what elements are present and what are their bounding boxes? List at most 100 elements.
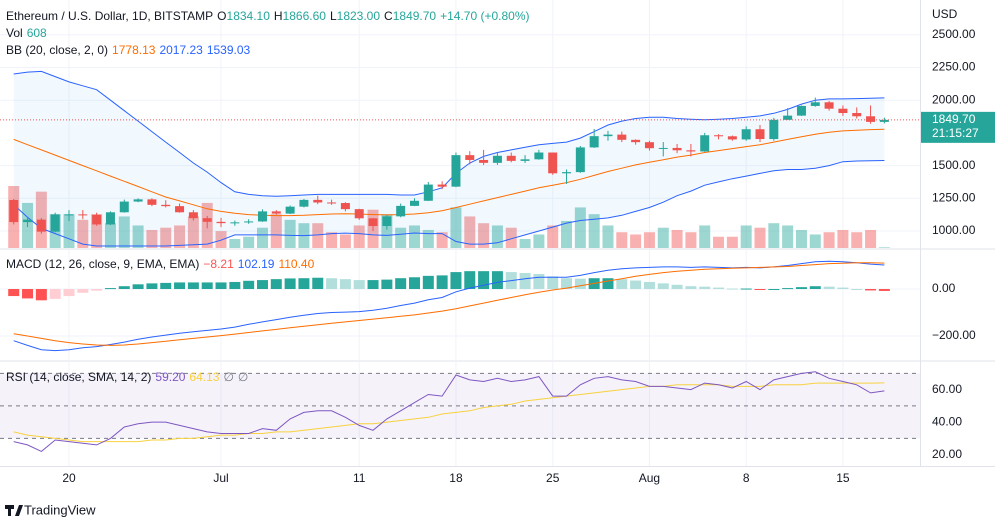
candle-body xyxy=(603,134,613,137)
volume-bar xyxy=(533,234,545,248)
candle-body xyxy=(147,199,157,205)
ohlc-key: C xyxy=(384,9,393,23)
volume-bar xyxy=(768,223,780,248)
macd-histogram-bar xyxy=(284,278,296,290)
volume-bar xyxy=(256,227,268,248)
candle-body xyxy=(396,205,406,217)
macd-histogram-bar xyxy=(104,288,116,290)
macd-histogram-bar xyxy=(809,286,821,290)
macd-histogram-bar xyxy=(91,289,103,291)
volume-bar xyxy=(312,223,324,248)
candle-body xyxy=(23,219,33,223)
volume-bar xyxy=(243,236,255,248)
volume-bar xyxy=(160,227,172,248)
volume-bar xyxy=(270,214,282,248)
volume-bar xyxy=(657,227,669,248)
macd-histogram-bar xyxy=(160,282,172,290)
macd-name: MACD (12, 26, close, 9, EMA, EMA) xyxy=(6,257,200,271)
volume-bar xyxy=(616,232,628,248)
volume-bar xyxy=(713,236,725,248)
bb-line xyxy=(13,128,885,217)
ohlc-value: 1849.70 xyxy=(392,9,437,23)
macd-histogram-bar xyxy=(491,271,503,290)
candle-body xyxy=(492,155,502,163)
y-tick-label: 60.00 xyxy=(932,382,962,396)
volume-bar xyxy=(865,229,877,248)
macd-value: 102.19 xyxy=(237,257,275,271)
candle-body xyxy=(133,199,143,202)
volume-bar xyxy=(450,207,462,248)
candle-body xyxy=(299,199,309,207)
macd-histogram-bar xyxy=(229,281,241,290)
macd-histogram-bar xyxy=(132,284,144,290)
volume-bar xyxy=(561,220,573,248)
last-price-label: 1849.70 xyxy=(932,112,976,126)
macd-histogram-bar xyxy=(740,288,752,290)
candle-body xyxy=(50,214,60,232)
macd-histogram-bar xyxy=(754,289,766,291)
candle-body xyxy=(769,119,779,140)
candle-body xyxy=(313,199,323,203)
macd-histogram-bar xyxy=(782,288,794,290)
macd-histogram-bar xyxy=(450,272,462,290)
macd-histogram-bar xyxy=(630,280,642,290)
candle-body xyxy=(520,159,530,161)
volume-bar xyxy=(353,225,365,248)
countdown-label: 21:15:27 xyxy=(932,126,979,140)
rsi-line xyxy=(13,371,885,452)
candle-body xyxy=(866,116,876,122)
candle-body xyxy=(64,214,74,216)
symbol: Ethereum / U.S. Dollar, 1D, BITSTAMP xyxy=(6,9,214,23)
macd-line xyxy=(13,262,885,346)
macd-histogram-bar xyxy=(63,289,75,297)
candle-body xyxy=(271,211,281,214)
y-tick-label: 2250.00 xyxy=(932,60,976,74)
candle-body xyxy=(105,212,115,225)
candle-body xyxy=(451,155,461,187)
change: +14.70 (+0.80%) xyxy=(440,9,530,23)
candle-body xyxy=(741,129,751,140)
volume-bar xyxy=(326,232,338,248)
volume-bar xyxy=(422,229,434,248)
candle-body xyxy=(783,115,793,120)
rsi-name: RSI (14, close, SMA, 14, 2) xyxy=(6,370,152,384)
candle-body xyxy=(824,102,834,109)
y-tick-label: 2000.00 xyxy=(932,92,976,106)
macd-histogram-bar xyxy=(215,282,227,290)
macd-histogram-bar xyxy=(519,273,531,290)
macd-value: 110.40 xyxy=(278,257,315,271)
candle-body xyxy=(879,119,889,122)
macd-histogram-bar xyxy=(49,289,61,299)
macd-histogram-bar xyxy=(726,288,738,290)
candle-body xyxy=(838,108,848,114)
candle-body xyxy=(755,129,765,140)
macd-histogram-bar xyxy=(547,276,559,290)
macd-histogram-bar xyxy=(339,279,351,290)
candle-body xyxy=(631,139,641,143)
candle-body xyxy=(36,219,46,232)
rsi-value: 59.20 xyxy=(155,370,186,384)
volume-bar xyxy=(519,238,531,248)
volume-bar xyxy=(851,232,863,248)
candle-body xyxy=(175,206,185,213)
x-tick-label: 25 xyxy=(546,471,560,485)
ohlc-value: 1823.00 xyxy=(336,9,381,23)
rsi-line xyxy=(13,382,885,443)
candle-body xyxy=(672,147,682,151)
candle-body xyxy=(700,135,710,152)
candle-body xyxy=(575,147,585,173)
candle-body xyxy=(796,105,806,116)
bb-value: 2017.23 xyxy=(159,43,203,57)
macd-histogram-bar xyxy=(713,287,725,290)
volume-bar xyxy=(284,219,296,248)
macd-histogram-bar xyxy=(795,287,807,290)
bb-line xyxy=(13,70,885,197)
macd-histogram-bar xyxy=(118,286,130,290)
macd-histogram-bar xyxy=(837,287,849,290)
volume-bar xyxy=(837,229,849,248)
volume-bar xyxy=(491,225,503,248)
candle-body xyxy=(354,209,364,219)
volume-bar xyxy=(740,225,752,248)
